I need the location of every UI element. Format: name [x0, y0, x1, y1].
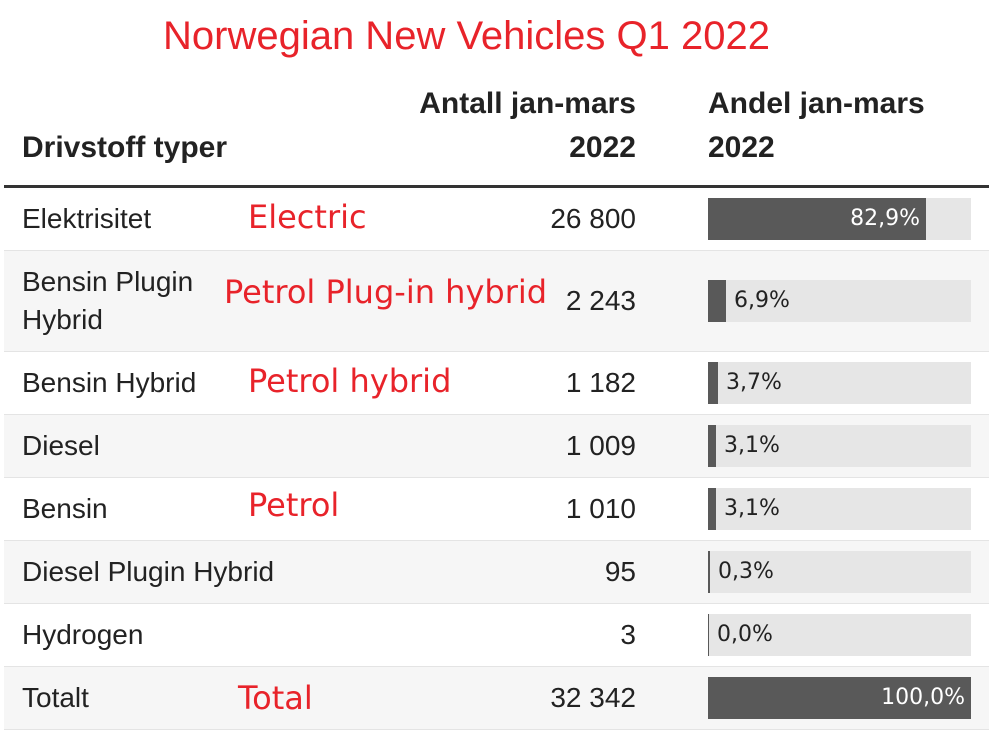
table-row: Elektrisitet Electric 26 800 82,9%	[4, 188, 989, 251]
english-annotation: Petrol	[248, 486, 340, 524]
table-row: Hydrogen 3 0,0%	[4, 604, 989, 667]
share-bar-track: 0,3%	[708, 551, 971, 593]
share-bar-fill	[708, 362, 718, 404]
share-label: 3,1%	[724, 433, 780, 458]
header-count-line1: Antall jan-mars	[419, 87, 636, 120]
count-value: 1 182	[565, 367, 636, 398]
table-row: Diesel Plugin Hybrid 95 0,3%	[4, 541, 989, 604]
share-bar-fill	[708, 488, 716, 530]
header-count: Antall jan-mars 2022	[340, 82, 636, 170]
fuel-type-label-line: Bensin Plugin	[22, 266, 194, 297]
fuel-type-label: Diesel	[22, 427, 100, 465]
count-value: 1 009	[565, 430, 636, 461]
header-share-line1: Andel jan-mars	[708, 87, 925, 120]
header-share-line2: 2022	[708, 131, 775, 164]
fuel-type-label: Bensin Plugin Hybrid	[22, 263, 193, 339]
fuel-type-label: Hydrogen	[22, 616, 143, 654]
fuel-type-label: Diesel Plugin Hybrid	[22, 553, 274, 591]
share-bar-track: 3,1%	[708, 425, 971, 467]
table-row: Bensin Plugin Hybrid Petrol Plug-in hybrid…	[4, 251, 989, 352]
share-bar-fill	[708, 198, 926, 240]
count-value: 26 800	[550, 203, 636, 234]
count-value: 32 342	[550, 682, 636, 713]
table-row: Diesel 1 009 3,1%	[4, 415, 989, 478]
share-bar-fill	[708, 614, 709, 656]
header-share: Andel jan-mars 2022	[708, 82, 925, 170]
fuel-type-label-line: Diesel Plugin Hybrid	[22, 556, 275, 587]
count-value: 2 243	[565, 285, 636, 316]
table-row: Bensin Hybrid Petrol hybrid 1 182 3,7%	[4, 352, 989, 415]
english-annotation: Total	[238, 679, 313, 717]
share-label: 82,9%	[850, 206, 920, 231]
table-row: Bensin Petrol 1 010 3,1%	[4, 478, 989, 541]
share-label: 3,7%	[726, 370, 782, 395]
fuel-type-label-line: Diesel	[22, 430, 100, 461]
share-bar-track: 6,9%	[708, 280, 971, 322]
share-bar-track: 0,0%	[708, 614, 971, 656]
table-row: Totalt Total 32 342 100,0%	[4, 667, 989, 730]
fuel-type-label-line: Elektrisitet	[22, 203, 152, 234]
fuel-type-label-line: Hydrogen	[22, 619, 144, 650]
share-bar-track: 82,9%	[708, 198, 971, 240]
header-divider	[4, 185, 989, 188]
english-annotation: Electric	[248, 198, 367, 236]
share-label: 6,9%	[734, 288, 790, 313]
count-value: 3	[620, 619, 636, 650]
data-table: Elektrisitet Electric 26 800 82,9% Bensin Pl…	[4, 188, 989, 730]
fuel-type-label-line: Totalt	[22, 682, 89, 713]
share-bar-fill	[708, 425, 716, 467]
share-bar-fill	[708, 677, 971, 719]
fuel-type-label: Elektrisitet	[22, 200, 151, 238]
fuel-type-label-line: Bensin	[22, 493, 108, 524]
share-bar-track: 100,0%	[708, 677, 971, 719]
share-bar-track: 3,7%	[708, 362, 971, 404]
share-bar-fill	[708, 280, 726, 322]
chart-title: Norwegian New Vehicles Q1 2022	[162, 14, 770, 58]
fuel-type-label-line: Bensin Hybrid	[22, 367, 197, 398]
share-label: 100,0%	[881, 685, 965, 710]
count-value: 1 010	[565, 493, 636, 524]
share-label: 3,1%	[724, 496, 780, 521]
english-annotation: Petrol hybrid	[248, 362, 452, 400]
share-label: 0,3%	[718, 559, 774, 584]
fuel-type-label: Bensin Hybrid	[22, 364, 196, 402]
share-bar-fill	[708, 551, 710, 593]
fuel-type-label: Totalt	[22, 679, 89, 717]
header-count-line2: 2022	[569, 131, 636, 164]
header-fuel-type: Drivstoff typer	[22, 131, 228, 164]
fuel-type-label: Bensin	[22, 490, 108, 528]
english-annotation: Petrol Plug-in hybrid	[224, 273, 548, 311]
count-value: 95	[604, 556, 636, 587]
share-label: 0,0%	[717, 622, 773, 647]
fuel-type-label-line: Hybrid	[22, 304, 103, 335]
share-bar-track: 3,1%	[708, 488, 971, 530]
